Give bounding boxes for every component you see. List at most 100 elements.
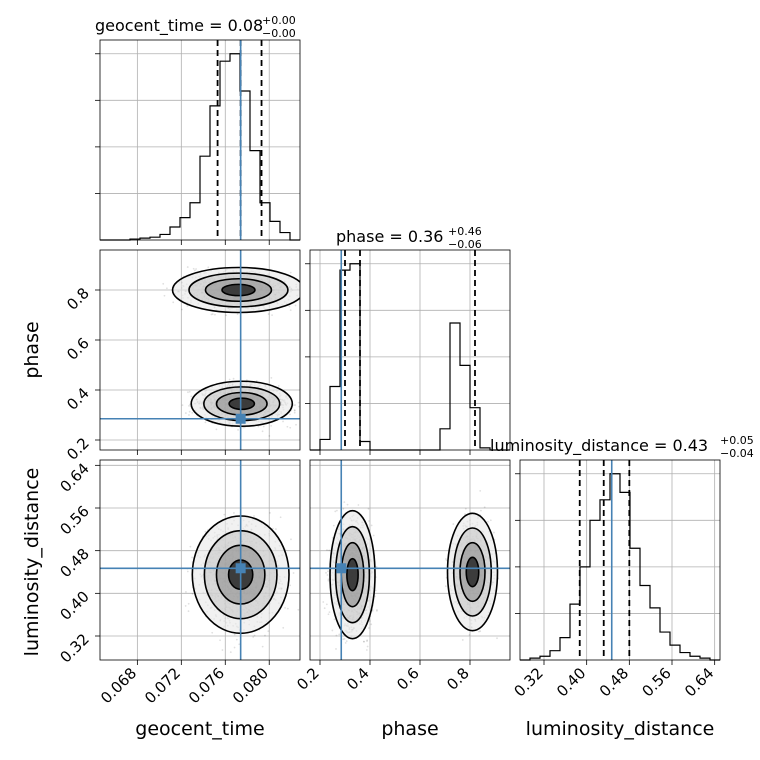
sample-point (288, 305, 291, 308)
sample-point (238, 643, 241, 646)
sample-point (272, 527, 274, 530)
sample-point (228, 378, 231, 381)
sample-point (289, 413, 291, 416)
sample-point (242, 426, 245, 429)
x-tick-label: 0.068 (97, 664, 140, 707)
sample-point (342, 638, 345, 641)
sample-point (327, 570, 329, 573)
sample-point (300, 398, 302, 400)
sample-point (187, 602, 190, 605)
hist-panel-luminosity-distance: 0.32 0.40 0.48 0.56 0.64 (510, 459, 721, 700)
x-tick-label: 0.076 (185, 664, 228, 707)
sample-point (225, 314, 228, 317)
sample-point (344, 642, 347, 644)
sample-point (268, 435, 271, 437)
sample-point (188, 410, 191, 413)
sample-point (269, 512, 271, 514)
sample-point (187, 610, 190, 613)
sample-point (185, 591, 187, 593)
sample-point (172, 301, 175, 304)
panel-frame (99, 459, 301, 661)
title-phase-plus: +0.46 (448, 225, 482, 238)
sample-point (323, 607, 326, 610)
title-luminosity-distance-plus: +0.05 (720, 434, 754, 447)
density-panel-geocent-time-vs-phase: 0.20.40.60.8 (63, 249, 312, 464)
sample-point (282, 420, 284, 423)
sample-point (187, 391, 189, 394)
sample-point (267, 630, 270, 633)
contour-line (171, 266, 300, 314)
sample-point (221, 649, 224, 651)
sample-point (335, 634, 338, 637)
sample-point (295, 423, 297, 426)
sample-point (325, 571, 327, 574)
y-tick-label: 0.32 (56, 630, 92, 666)
sample-point (219, 639, 221, 642)
x-tick-label: 0.56 (638, 664, 674, 700)
sample-point (261, 645, 264, 648)
title-geocent-time-plus: +0.00 (262, 14, 296, 27)
sample-point (286, 607, 289, 610)
sample-point (186, 570, 189, 573)
sample-point (335, 648, 337, 650)
sample-point (371, 609, 374, 612)
sample-point (305, 280, 307, 282)
sample-point (189, 545, 192, 548)
sample-point (190, 395, 193, 398)
density-panel-phase-vs-luminosity-distance: 0.2 0.4 0.6 0.8 (293, 459, 511, 694)
sample-point (375, 565, 378, 568)
sample-point (235, 638, 238, 641)
sample-point (293, 409, 296, 411)
sample-point (310, 305, 312, 307)
contour-line (221, 283, 256, 297)
truth-marker (235, 563, 246, 574)
title-geocent-time: geocent_time = 0.08 +0.00 −0.00 (95, 14, 296, 40)
sample-point (204, 421, 207, 424)
sample-point (289, 584, 292, 587)
sample-point (297, 401, 300, 404)
sample-point (277, 384, 280, 387)
sample-point (181, 404, 184, 407)
x-tick-label: 0.48 (596, 664, 632, 700)
sample-point (294, 304, 297, 307)
sample-point (192, 267, 195, 270)
sample-point (252, 636, 255, 638)
sample-point (188, 414, 190, 416)
sample-point (298, 405, 300, 408)
sample-point (271, 314, 273, 317)
density-level (229, 398, 255, 410)
density-level (221, 284, 255, 296)
y-tick-label: 0.56 (56, 502, 92, 538)
ylabel-luminosity-distance: luminosity_distance (21, 468, 43, 657)
title-phase: phase = 0.36 +0.46 −0.06 (336, 225, 482, 251)
y-tick-label: 0.2 (63, 434, 93, 464)
contour-line (204, 277, 273, 303)
sample-point (186, 305, 189, 307)
hist-panel-geocent-time (95, 39, 301, 245)
sample-point (292, 404, 295, 406)
sample-point (286, 425, 289, 428)
y-tick-label: 0.6 (63, 334, 93, 364)
xlabel-luminosity-distance: luminosity_distance (526, 718, 715, 740)
sample-point (367, 507, 370, 510)
sample-point (293, 409, 296, 412)
xlabel-geocent-time: geocent_time (135, 718, 264, 740)
title-geocent-time-minus: −0.00 (262, 27, 296, 40)
sample-point (211, 313, 214, 315)
sample-point (191, 411, 194, 414)
sample-point (267, 313, 270, 315)
sample-point (293, 411, 296, 414)
sample-point (180, 308, 183, 311)
contour-line (228, 397, 256, 411)
sample-point (195, 268, 198, 270)
y-tick-label: 0.4 (63, 384, 93, 414)
sample-point (282, 626, 285, 629)
sample-point (191, 556, 193, 559)
contour-line (190, 380, 294, 428)
sample-point (367, 627, 370, 629)
sample-point (270, 424, 273, 427)
sample-point (236, 313, 239, 316)
sample-point (233, 633, 236, 636)
x-tick-label: 0.40 (553, 664, 589, 700)
